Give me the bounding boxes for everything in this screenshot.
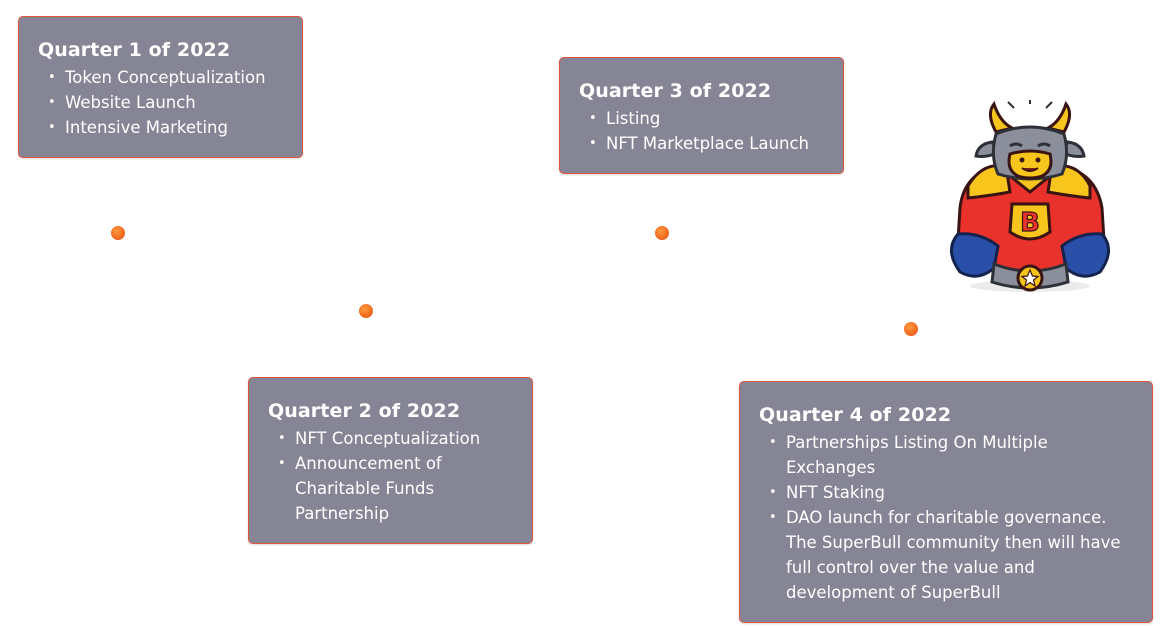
- milestone-list: Partnerships Listing On Multiple Exchang…: [759, 430, 1132, 605]
- milestone-title: Quarter 4 of 2022: [759, 404, 952, 426]
- milestone-list: Listing NFT Marketplace Launch: [579, 106, 823, 156]
- milestone-card-q1: Quarter 1 of 2022 Token Conceptualizatio…: [18, 16, 303, 158]
- milestone-card-q4: Quarter 4 of 2022 Partnerships Listing O…: [739, 381, 1153, 623]
- milestone-title: Quarter 2 of 2022: [268, 400, 461, 422]
- superbull-mascot-icon: B: [950, 100, 1110, 292]
- milestone-item: Partnerships Listing On Multiple Exchang…: [767, 430, 1132, 480]
- milestone-item: Intensive Marketing: [46, 115, 282, 140]
- milestone-card-q3: Quarter 3 of 2022 Listing NFT Marketplac…: [559, 57, 844, 174]
- milestone-item: NFT Conceptualization: [276, 426, 512, 451]
- mascot-badge-letter: B: [1020, 208, 1040, 238]
- milestone-list: Token Conceptualization Website Launch I…: [38, 65, 282, 140]
- milestone-title: Quarter 3 of 2022: [579, 80, 772, 102]
- timeline-dot-q3: [655, 226, 669, 240]
- milestone-item: NFT Marketplace Launch: [587, 131, 823, 156]
- milestone-card-q2: Quarter 2 of 2022 NFT Conceptualization …: [248, 377, 533, 544]
- milestone-item: DAO launch for charitable governance. Th…: [767, 505, 1132, 605]
- milestone-item: Announcement of Charitable Funds Partner…: [276, 451, 512, 526]
- milestone-list: NFT Conceptualization Announcement of Ch…: [268, 426, 512, 526]
- milestone-item: Listing: [587, 106, 823, 131]
- timeline-dot-q4: [904, 322, 918, 336]
- milestone-item: NFT Staking: [767, 480, 1132, 505]
- timeline-dot-q1: [111, 226, 125, 240]
- timeline-dot-q2: [359, 304, 373, 318]
- milestone-item: Website Launch: [46, 90, 282, 115]
- milestone-title: Quarter 1 of 2022: [38, 39, 231, 61]
- milestone-item: Token Conceptualization: [46, 65, 282, 90]
